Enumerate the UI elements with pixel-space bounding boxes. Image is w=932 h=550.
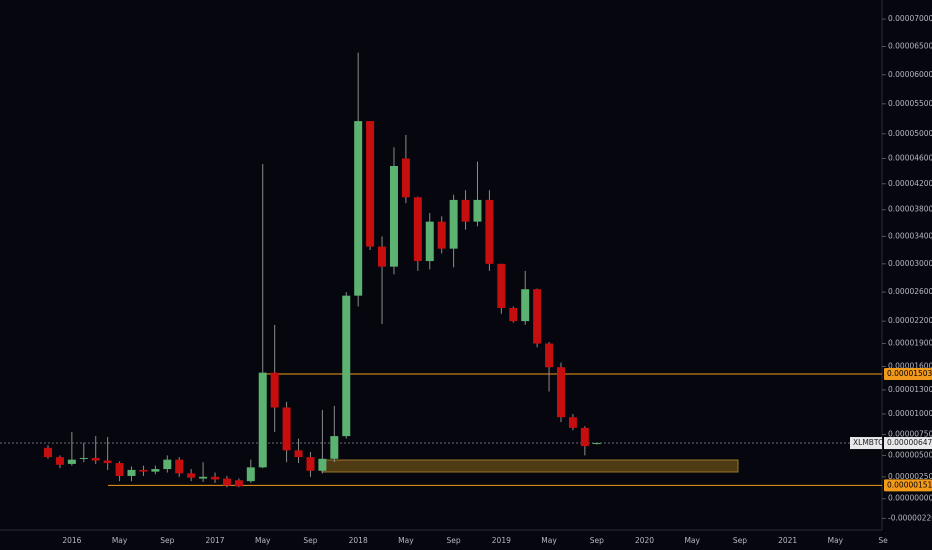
y-tick-label: 0.00002600 bbox=[888, 287, 932, 296]
x-tick-label: May bbox=[541, 536, 557, 545]
y-tick-label: 0.00001600 bbox=[888, 361, 932, 370]
candle-body bbox=[425, 221, 434, 262]
candle-body bbox=[401, 158, 410, 198]
candle-body bbox=[151, 469, 160, 472]
candle-body bbox=[545, 343, 554, 368]
candle-body bbox=[115, 463, 124, 476]
last-price-label: 0.00000647 bbox=[887, 438, 932, 447]
candle-body bbox=[306, 457, 315, 471]
symbol-box bbox=[850, 437, 882, 450]
x-tick-label: May bbox=[398, 536, 414, 545]
candle-body bbox=[127, 469, 136, 476]
x-tick-label: Sep bbox=[303, 536, 317, 545]
y-tick-label: 0.00001900 bbox=[888, 339, 932, 348]
candle-body bbox=[318, 458, 327, 471]
y-tick-label: 0.00005000 bbox=[888, 129, 932, 138]
y-tick-label: 0.00003800 bbox=[888, 205, 932, 214]
symbol-label: XLMBTC bbox=[853, 438, 883, 447]
candle-body bbox=[282, 407, 291, 451]
candle-body bbox=[592, 443, 601, 445]
x-tick-label: Se bbox=[878, 536, 888, 545]
candle-body bbox=[497, 263, 506, 308]
y-tick-label: 0.00005500 bbox=[888, 99, 932, 108]
candle-body bbox=[211, 476, 220, 480]
candle-body bbox=[473, 199, 482, 222]
candle-body bbox=[270, 372, 279, 408]
x-tick-label: 2021 bbox=[778, 536, 797, 545]
x-tick-label: 2017 bbox=[205, 536, 224, 545]
y-tick-label: 0.00000500 bbox=[888, 450, 932, 459]
candle-body bbox=[199, 476, 208, 479]
y-tick-label: 0.00000250 bbox=[888, 472, 932, 481]
candle-body bbox=[44, 447, 52, 458]
candle-body bbox=[413, 197, 422, 262]
x-tick-label: 2020 bbox=[635, 536, 654, 545]
candle-body bbox=[461, 199, 470, 222]
candle-body bbox=[67, 459, 76, 464]
candle-body bbox=[187, 473, 196, 478]
candle-body bbox=[389, 165, 398, 267]
candle-body bbox=[568, 417, 577, 428]
last-price-box bbox=[884, 437, 932, 450]
x-tick-label: Sep bbox=[590, 536, 604, 545]
candle-body bbox=[509, 307, 518, 322]
candle-body bbox=[366, 121, 375, 247]
level-label-box bbox=[884, 367, 932, 380]
y-tick-label: 0.00004200 bbox=[888, 179, 932, 188]
candle-body bbox=[521, 289, 530, 322]
x-tick-label: 2016 bbox=[62, 536, 81, 545]
x-tick-label: Sep bbox=[160, 536, 174, 545]
candle-body bbox=[222, 478, 231, 486]
y-tick-label: 0.00003400 bbox=[888, 231, 932, 240]
x-tick-label: May bbox=[828, 536, 844, 545]
candle-body bbox=[55, 457, 64, 465]
y-tick-label: 0.00006000 bbox=[888, 70, 932, 79]
y-tick-label: 0.00002200 bbox=[888, 316, 932, 325]
candle-body bbox=[485, 199, 494, 264]
y-tick-label: 0.00000000 bbox=[888, 494, 932, 503]
candle-body bbox=[330, 436, 339, 459]
y-tick-label: 0.00003000 bbox=[888, 259, 932, 268]
candle-body bbox=[258, 372, 267, 468]
x-tick-label: Sep bbox=[447, 536, 461, 545]
level-label: 0.00000151 bbox=[887, 480, 932, 489]
candle-body bbox=[354, 121, 363, 296]
candle-body bbox=[533, 289, 542, 344]
candle-body bbox=[378, 246, 387, 267]
x-tick-label: May bbox=[684, 536, 700, 545]
support-zone bbox=[321, 459, 739, 473]
candle-body bbox=[103, 460, 112, 464]
y-tick-label: 0.00000750 bbox=[888, 429, 932, 438]
level-label: 0.00001503 bbox=[887, 369, 932, 378]
x-tick-label: May bbox=[112, 536, 128, 545]
level-label-box bbox=[884, 479, 932, 492]
candle-body bbox=[449, 199, 458, 249]
y-tick-label: 0.00001000 bbox=[888, 409, 932, 418]
candle-body bbox=[437, 221, 446, 249]
y-tick-label: 0.00006500 bbox=[888, 42, 932, 51]
candle-body bbox=[234, 480, 243, 487]
candle-body bbox=[580, 427, 589, 447]
x-tick-label: May bbox=[255, 536, 271, 545]
x-tick-label: 2019 bbox=[492, 536, 511, 545]
candle-body bbox=[163, 459, 172, 470]
candle-body bbox=[556, 367, 565, 418]
y-tick-label: 0.00004600 bbox=[888, 153, 932, 162]
candle-body bbox=[139, 469, 148, 472]
candle-body bbox=[246, 467, 255, 482]
candle-body bbox=[91, 457, 100, 461]
x-tick-label: Sep bbox=[733, 536, 747, 545]
y-tick-label: 0.00001300 bbox=[888, 385, 932, 394]
x-tick-label: 2018 bbox=[349, 536, 368, 545]
y-tick-label: -0.00000220 bbox=[888, 513, 932, 522]
candle-body bbox=[342, 295, 351, 437]
candle-body bbox=[79, 457, 88, 459]
candle-body bbox=[175, 459, 184, 474]
candle-body bbox=[294, 450, 303, 458]
y-tick-label: 0.00007000 bbox=[888, 14, 932, 23]
